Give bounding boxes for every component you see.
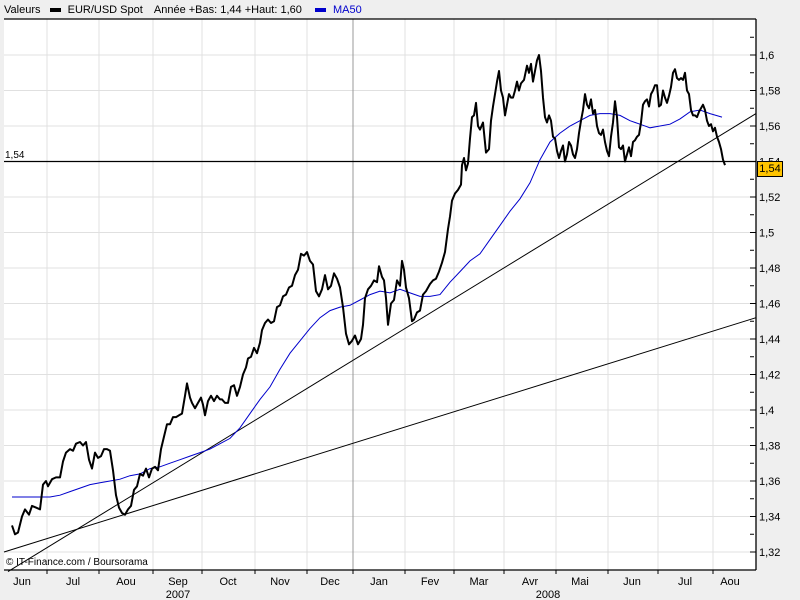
ma-swatch-icon (314, 8, 326, 13)
y-tick-label: 1,32 (759, 547, 780, 559)
x-tick-label: Oct (219, 576, 236, 588)
reference-line-label: 1,54 (5, 150, 25, 161)
legend-ma-label: MA50 (333, 4, 362, 17)
y-tick-label: 1,52 (759, 192, 780, 204)
y-tick-label: 1,42 (759, 370, 780, 382)
copyright-notice: © IT-Finance.com / Boursorama (6, 557, 148, 568)
x-tick-label: Jun (623, 576, 641, 588)
x-tick-label: Avr (522, 576, 539, 588)
legend-prefix: Valeurs (4, 4, 41, 17)
y-tick-label: 1,56 (759, 121, 780, 133)
x-tick-label: Aou (720, 576, 740, 588)
y-tick-label: 1,44 (759, 334, 780, 346)
y-tick-label: 1,5 (759, 228, 774, 240)
y-tick-label: 1,4 (759, 405, 774, 417)
x-tick-label: Aou (116, 576, 136, 588)
grid (4, 19, 756, 570)
x-tick-label: Dec (320, 576, 340, 588)
x-tick-label: Jan (370, 576, 388, 588)
y-tick-label: 1,6 (759, 50, 774, 62)
x-tick-label: Jul (66, 576, 80, 588)
x-tick-label: Jul (678, 576, 692, 588)
year-label: 2007 (166, 589, 190, 600)
year-label: 2008 (536, 589, 560, 600)
y-axis: 1,32 1,34 1,36 1,38 1,4 1,42 1,44 1,46 1,48 1,5 1,… (750, 36, 780, 559)
x-tick-label: Mai (571, 576, 589, 588)
legend-stats: Année +Bas: 1,44 +Haut: 1,60 (153, 4, 302, 17)
y-tick-label: 1,48 (759, 263, 780, 275)
series-swatch-icon (49, 8, 61, 13)
x-tick-label: Mar (470, 576, 489, 588)
y-tick-label: 1,38 (759, 441, 780, 453)
y-tick-label: 1,34 (759, 512, 780, 524)
y-tick-label: 1,36 (759, 476, 780, 488)
legend-series-label: EUR/USD Spot (67, 4, 143, 17)
x-tick-label: Nov (270, 576, 290, 588)
trendline-shallow[interactable] (3, 317, 757, 553)
chart-legend: Valeurs EUR/USD Spot Année +Bas: 1,44 +H… (4, 4, 362, 18)
y-tick-label: 1,46 (759, 299, 780, 311)
x-axis: Jun Jul Aou Sep Oct Nov Dec Jan Fev Mar Avr Mai Jun J… (13, 570, 740, 600)
eurusd-price-line (11, 54, 726, 536)
y-tick-label: 1,58 (759, 86, 780, 98)
last-value-badge: 1,54 (757, 161, 783, 177)
x-tick-label: Sep (168, 576, 188, 588)
x-tick-label: Jun (13, 576, 31, 588)
x-tick-label: Fev (421, 576, 440, 588)
plot-area[interactable] (4, 19, 756, 570)
